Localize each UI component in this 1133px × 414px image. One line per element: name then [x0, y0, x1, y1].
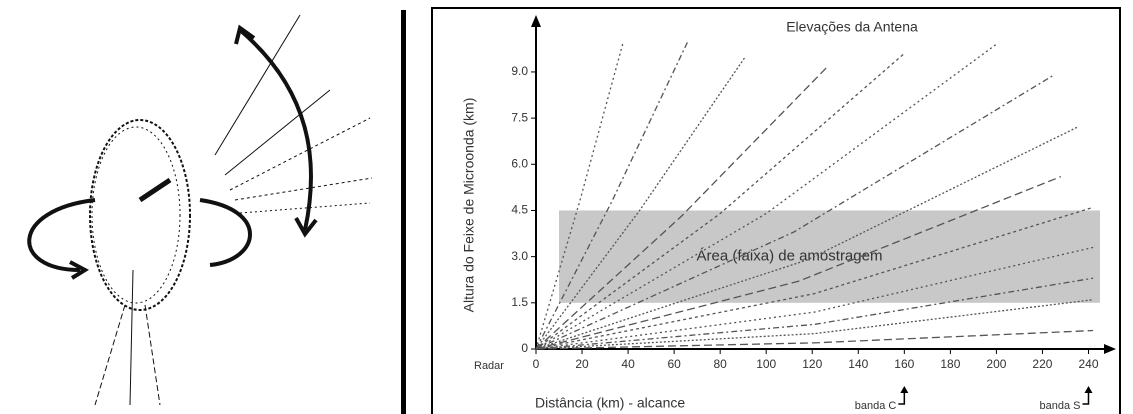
band-marker-arrow: [898, 390, 906, 405]
band-marker-label: banda C: [855, 400, 897, 412]
chart-frame: [431, 7, 1121, 414]
beam-line: [535, 126, 1078, 350]
beam-line: [535, 40, 689, 350]
divider: [401, 10, 406, 414]
beam-line: [535, 277, 1094, 350]
band-label: Área (faixa) de amostragem: [697, 248, 883, 265]
beam-line: [535, 246, 1094, 350]
mast: [129, 269, 134, 406]
beam-line: [535, 206, 1094, 350]
x-tick-label: 220: [1032, 357, 1052, 371]
arrow-head: [900, 386, 909, 393]
y-tick-label: 0: [521, 341, 528, 355]
x-tick-label: 60: [667, 357, 681, 371]
beam-line: [535, 299, 1094, 350]
x-tick-label: 180: [940, 357, 960, 371]
y-tick-label: 3.0: [511, 249, 528, 263]
rotation-arrow: [199, 198, 252, 267]
x-axis-title: Distância (km) - alcance: [535, 395, 685, 411]
beam-line: [535, 176, 1062, 350]
band-marker-label: banda S: [1040, 400, 1081, 412]
x-tick-label: 40: [621, 357, 635, 371]
elevation-arrow: [238, 28, 314, 231]
y-tick-label: 4.5: [511, 203, 528, 217]
x-tick-label: 140: [848, 357, 868, 371]
mast: [94, 304, 126, 406]
beam: [224, 89, 331, 176]
beam-line: [535, 329, 1094, 350]
rotation-arrow: [27, 198, 96, 272]
x-tick-label: 160: [894, 357, 914, 371]
beam-line: [535, 56, 747, 350]
beam: [239, 202, 371, 214]
beam: [229, 117, 371, 191]
chart-title: Elevações da Antena: [786, 19, 918, 35]
arrow-head: [234, 24, 256, 45]
beam-line: [535, 65, 829, 350]
feed: [138, 177, 172, 203]
x-tick-label: 80: [713, 357, 727, 371]
sampling-band: [559, 210, 1100, 303]
beam: [214, 14, 301, 156]
beam-line: [535, 52, 905, 350]
y-tick-label: 1.5: [511, 295, 528, 309]
axis-arrow: [531, 15, 541, 27]
dish: [89, 119, 191, 311]
beam-line: [535, 40, 625, 350]
band-marker-arrow: [1082, 390, 1090, 405]
dish-inner: [91, 126, 181, 304]
x-tick-label: 20: [575, 357, 589, 371]
y-axis-title: Altura do Feixe de Microonda (km): [461, 98, 477, 313]
y-tick-label: 7.5: [511, 110, 528, 124]
x-tick-label: 120: [802, 357, 822, 371]
y-tick-label: 6.0: [511, 156, 528, 170]
x-tick-label: 200: [986, 357, 1006, 371]
mast: [144, 304, 161, 406]
x-tick-label: 240: [1078, 357, 1098, 371]
origin-label: Radar: [474, 360, 504, 372]
y-tick-label: 9.0: [511, 64, 528, 78]
arrow-head: [1084, 386, 1093, 393]
arrow-head: [69, 260, 90, 280]
arrow-head: [294, 217, 318, 238]
axis-arrow: [1104, 344, 1116, 354]
beam-line: [535, 74, 1055, 350]
antenna-illustration: [27, 14, 373, 406]
beam: [234, 177, 373, 201]
x-tick-label: 100: [756, 357, 776, 371]
x-tick-label: 0: [533, 357, 540, 371]
